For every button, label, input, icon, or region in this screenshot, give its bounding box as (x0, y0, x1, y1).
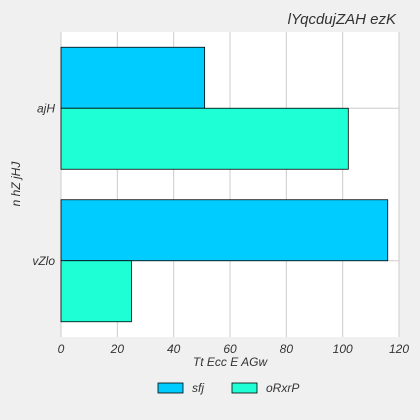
x-tick-label: 120 (389, 342, 409, 356)
bars (60, 46, 389, 323)
x-tick-label: 0 (58, 342, 65, 356)
x-axis-label: Tt Ecc E AGw (193, 355, 269, 369)
legend: sfj oRxrP (157, 381, 299, 395)
x-tick-label: 80 (280, 342, 294, 356)
bar-oRxrP-ajH (60, 107, 349, 170)
x-tick-label: 20 (110, 342, 125, 356)
y-axis-label: n hZ jHJ (9, 161, 23, 207)
x-tick-labels: 0 20 40 60 80 100 120 (58, 342, 410, 356)
legend-label-oRxrP: oRxrP (266, 381, 299, 395)
legend-swatch-sfj (157, 382, 184, 394)
bar-oRxrP-vZlo (60, 260, 132, 323)
bar-sfj-vZlo (60, 199, 389, 262)
x-tick-label: 100 (333, 342, 353, 356)
y-tick-label: ajH (37, 101, 55, 115)
legend-swatch-oRxrP (231, 382, 258, 394)
y-tick-labels: ajH vZlo (32, 101, 55, 268)
x-tick-label: 40 (167, 342, 181, 356)
bar-sfj-ajH (60, 46, 206, 109)
chart-title: lYqcdujZAH ezK (288, 11, 397, 28)
y-tick-label: vZlo (32, 254, 55, 268)
x-tick-label: 60 (223, 342, 237, 356)
legend-label-sfj: sfj (192, 381, 204, 395)
